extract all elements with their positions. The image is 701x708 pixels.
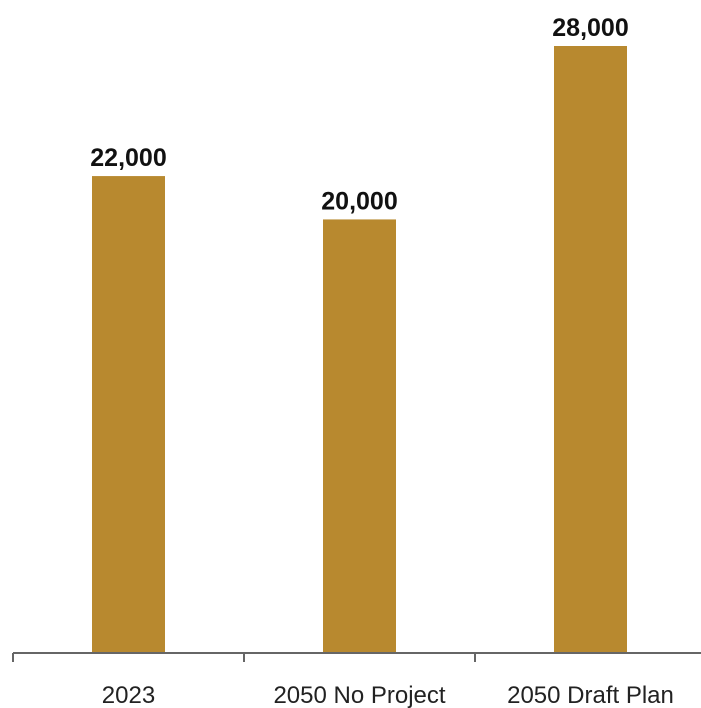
bar-value-label: 28,000 <box>552 14 628 42</box>
bar-value-label: 20,000 <box>321 187 397 215</box>
x-tick-label: 2050 No Project <box>273 682 445 708</box>
x-tick-label: 2023 <box>102 682 155 708</box>
bar-2 <box>323 219 396 653</box>
value-labels-layer: 22,000 20,000 28,000 <box>90 14 628 215</box>
bar-3 <box>554 46 627 653</box>
bar-value-label: 22,000 <box>90 144 166 172</box>
x-tick-label: 2050 Draft Plan <box>507 682 674 708</box>
bars-layer <box>92 46 627 654</box>
bar-1 <box>92 176 165 654</box>
category-labels-layer: 2023 2050 No Project 2050 Draft Plan <box>102 682 674 708</box>
x-axis-ticks <box>12 653 476 662</box>
